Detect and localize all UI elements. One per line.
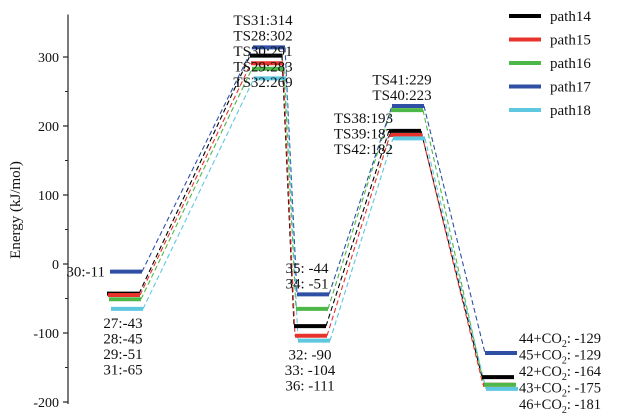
y-axis-title: Energy (kJ/mol) <box>8 161 24 259</box>
y-axis: -200 -100 0 100 200 300 <box>33 14 69 411</box>
annotation-m33: 33: -104 <box>285 363 336 379</box>
product-label-p43: 43+CO2: -175 <box>519 381 601 400</box>
connector-path15-2 <box>326 134 391 336</box>
annotation-ts30: TS30:291 <box>233 44 292 60</box>
y-tick-label--200: -200 <box>33 396 59 411</box>
product-label-p42: 42+CO2: -164 <box>519 364 602 383</box>
connector-path18-1 <box>285 78 299 341</box>
connector-path14-1 <box>281 55 295 327</box>
connector-path16-0 <box>140 68 253 300</box>
annotation-m29: 29:-51 <box>103 347 142 363</box>
annotation-ts40: TS40:223 <box>372 88 431 104</box>
connector-path15-3 <box>421 134 484 385</box>
connector-lines <box>138 47 487 390</box>
connector-path16-3 <box>422 110 485 385</box>
connector-path18-3 <box>424 138 487 390</box>
connector-path15-0 <box>139 62 252 296</box>
connector-path17-0 <box>141 47 254 272</box>
annotation-ts39: TS39:187 <box>334 127 394 143</box>
annotation-m32: 32: -90 <box>289 348 332 364</box>
connector-path15-1 <box>282 63 296 336</box>
annotation-ts28: TS28:302 <box>233 29 292 45</box>
annotation-m31: 31:-65 <box>103 362 142 378</box>
connector-path16-1 <box>283 68 297 309</box>
energy-annotations: TS31:314TS28:302TS30:291TS29:283TS32:269… <box>66 13 431 395</box>
legend-label-path15: path15 <box>550 33 591 49</box>
legend-label-path16: path16 <box>550 56 591 72</box>
annotation-ts32: TS32:269 <box>233 75 292 91</box>
y-tick-label--100: -100 <box>33 327 59 342</box>
energy-levels <box>107 45 518 391</box>
connector-path17-3 <box>423 105 486 354</box>
y-tick-label-200: 200 <box>38 120 59 135</box>
connector-path14-2 <box>325 130 390 327</box>
connector-path14-0 <box>138 55 251 294</box>
y-tick-label-100: 100 <box>38 189 59 204</box>
annotation-m36: 36: -111 <box>285 379 334 395</box>
annotation-ts31: TS31:314 <box>233 13 293 29</box>
legend: path14 path15 path16 path17 path18 <box>509 9 591 119</box>
connector-path16-2 <box>327 109 392 310</box>
product-label-p44: 44+CO2: -129 <box>519 331 601 350</box>
legend-label-path17: path17 <box>550 80 591 96</box>
annotation-m34: 34: -51 <box>286 276 329 292</box>
annotation-m35: 35: -44 <box>286 261 329 277</box>
annotation-m30: 30:-11 <box>66 265 105 281</box>
annotation-m27: 27:-43 <box>103 316 142 332</box>
annotation-ts42: TS42:182 <box>334 142 393 158</box>
annotation-m28: 28:-45 <box>103 331 142 347</box>
annotation-ts29: TS29:283 <box>233 60 292 76</box>
product-label-p45: 45+CO2: -129 <box>519 348 601 367</box>
y-tick-label-0: 0 <box>52 258 59 273</box>
connector-path14-3 <box>420 130 483 378</box>
legend-label-path14: path14 <box>550 9 591 25</box>
annotation-ts41: TS41:229 <box>372 72 431 88</box>
product-label-p46: 46+CO2: -181 <box>519 397 601 416</box>
legend-label-path18: path18 <box>550 103 591 119</box>
connector-path18-2 <box>329 138 394 341</box>
connector-path17-2 <box>328 105 393 295</box>
y-tick-label-300: 300 <box>38 51 59 66</box>
connector-path18-0 <box>142 78 255 310</box>
annotation-ts38: TS38:193 <box>334 111 393 127</box>
